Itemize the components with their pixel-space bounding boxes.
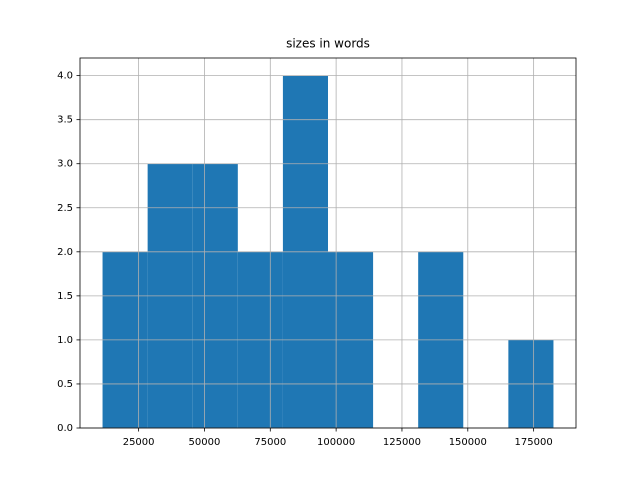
plot-frame (79, 57, 577, 429)
y-tick-label: 2.0 (57, 247, 73, 258)
x-tick-label: 100000 (317, 437, 355, 448)
y-tick-label: 0.0 (57, 423, 73, 434)
y-tick-label: 2.5 (57, 203, 73, 214)
x-tick-label: 50000 (189, 437, 221, 448)
y-tick-label: 4.0 (57, 71, 73, 82)
x-tick-label: 175000 (515, 437, 553, 448)
x-tick-label: 125000 (383, 437, 421, 448)
x-tick-label: 25000 (123, 437, 155, 448)
y-tick-label: 3.0 (57, 159, 73, 170)
chart-title: sizes in words (286, 37, 370, 51)
grid (80, 58, 576, 429)
y-tick-label: 3.5 (57, 115, 73, 126)
x-tick-label: 150000 (449, 437, 487, 448)
y-tick-label: 1.5 (57, 291, 73, 302)
y-tick-label: 1.0 (57, 335, 73, 346)
x-tick-label: 75000 (254, 437, 286, 448)
y-tick-label: 0.5 (57, 379, 73, 390)
